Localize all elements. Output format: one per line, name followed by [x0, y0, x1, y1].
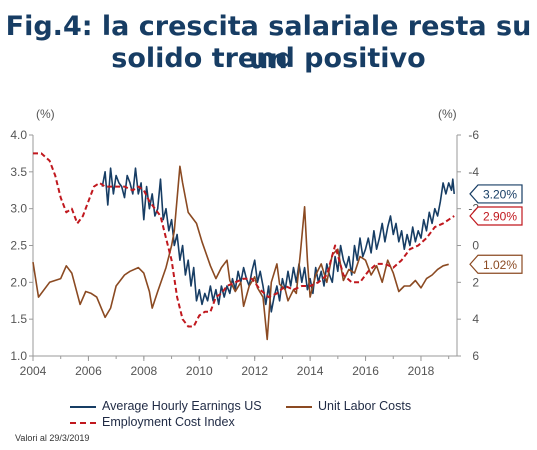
legend-label-eci: Employment Cost Index	[102, 415, 235, 429]
legend-item-eci: Employment Cost Index	[70, 415, 235, 429]
legend-swatch-eci	[70, 421, 96, 424]
legend-label-aheus: Average Hourly Earnings US	[102, 399, 262, 413]
y2-tick-label: 2	[472, 275, 479, 289]
y-tick-label: 2.5	[10, 239, 27, 253]
end-label-box-aheus	[469, 184, 523, 204]
legend-swatch-aheus	[70, 405, 96, 408]
y-tick-label: 3.0	[10, 202, 27, 216]
legend-label-ulc: Unit Labor Costs	[318, 399, 412, 413]
x-tick-label: 2010	[186, 364, 213, 378]
y2-tick-label: -6	[468, 128, 479, 142]
x-tick-label: 2012	[241, 364, 268, 378]
left-unit-label: (%)	[36, 107, 55, 121]
legend-item-ulc: Unit Labor Costs	[286, 399, 411, 413]
end-label-ulc: 1.02%	[483, 258, 517, 272]
series-line-ulc	[32, 165, 449, 341]
y-tick-label: 2.0	[10, 275, 27, 289]
y-tick-label: 1.0	[10, 349, 27, 363]
y-tick-label: 4.0	[10, 128, 27, 142]
legend-swatch-ulc	[286, 405, 312, 408]
x-tick-label: 2008	[130, 364, 157, 378]
end-label-eci: 2.90%	[483, 210, 517, 224]
y2-tick-label: 4	[472, 312, 479, 326]
end-labels-group: 3.20% 1.02% 2.90%	[469, 184, 523, 274]
chart-title-line-2: solido trend positivo	[111, 43, 426, 74]
end-label-box-ulc	[469, 254, 523, 274]
y-tick-label: 1.5	[10, 312, 27, 326]
series-line-aheus	[101, 167, 455, 313]
y2-tick-label: 6	[472, 349, 479, 363]
y2-tick-label: -4	[468, 165, 479, 179]
x-tick-label: 2014	[297, 364, 324, 378]
x-tick-label: 2006	[75, 364, 102, 378]
end-label-box-eci	[469, 206, 523, 226]
x-tick-label: 2018	[408, 364, 435, 378]
footnote: Valori al 29/3/2019	[15, 433, 90, 443]
y2-tick-label: -2	[468, 202, 479, 216]
right-unit-label: (%)	[438, 107, 457, 121]
series-line-eci	[33, 152, 455, 328]
x-tick-label: 2004	[20, 364, 47, 378]
y-tick-label: 3.5	[10, 165, 27, 179]
y2-tick-label: 0	[472, 239, 479, 253]
axes-group: 1.0 1.5 2.0 2.5 3.0 3.5 4.0 -6 -4 -2 0 2 4 6 2004 2006 2…	[10, 107, 479, 378]
legend-item-aheus: Average Hourly Earnings US	[70, 399, 262, 413]
series-group	[32, 152, 455, 341]
x-tick-label: 2016	[352, 364, 379, 378]
chart-title-line-1: Fig.4: la crescita salariale resta su un	[5, 11, 532, 75]
end-label-aheus: 3.20%	[483, 187, 517, 201]
